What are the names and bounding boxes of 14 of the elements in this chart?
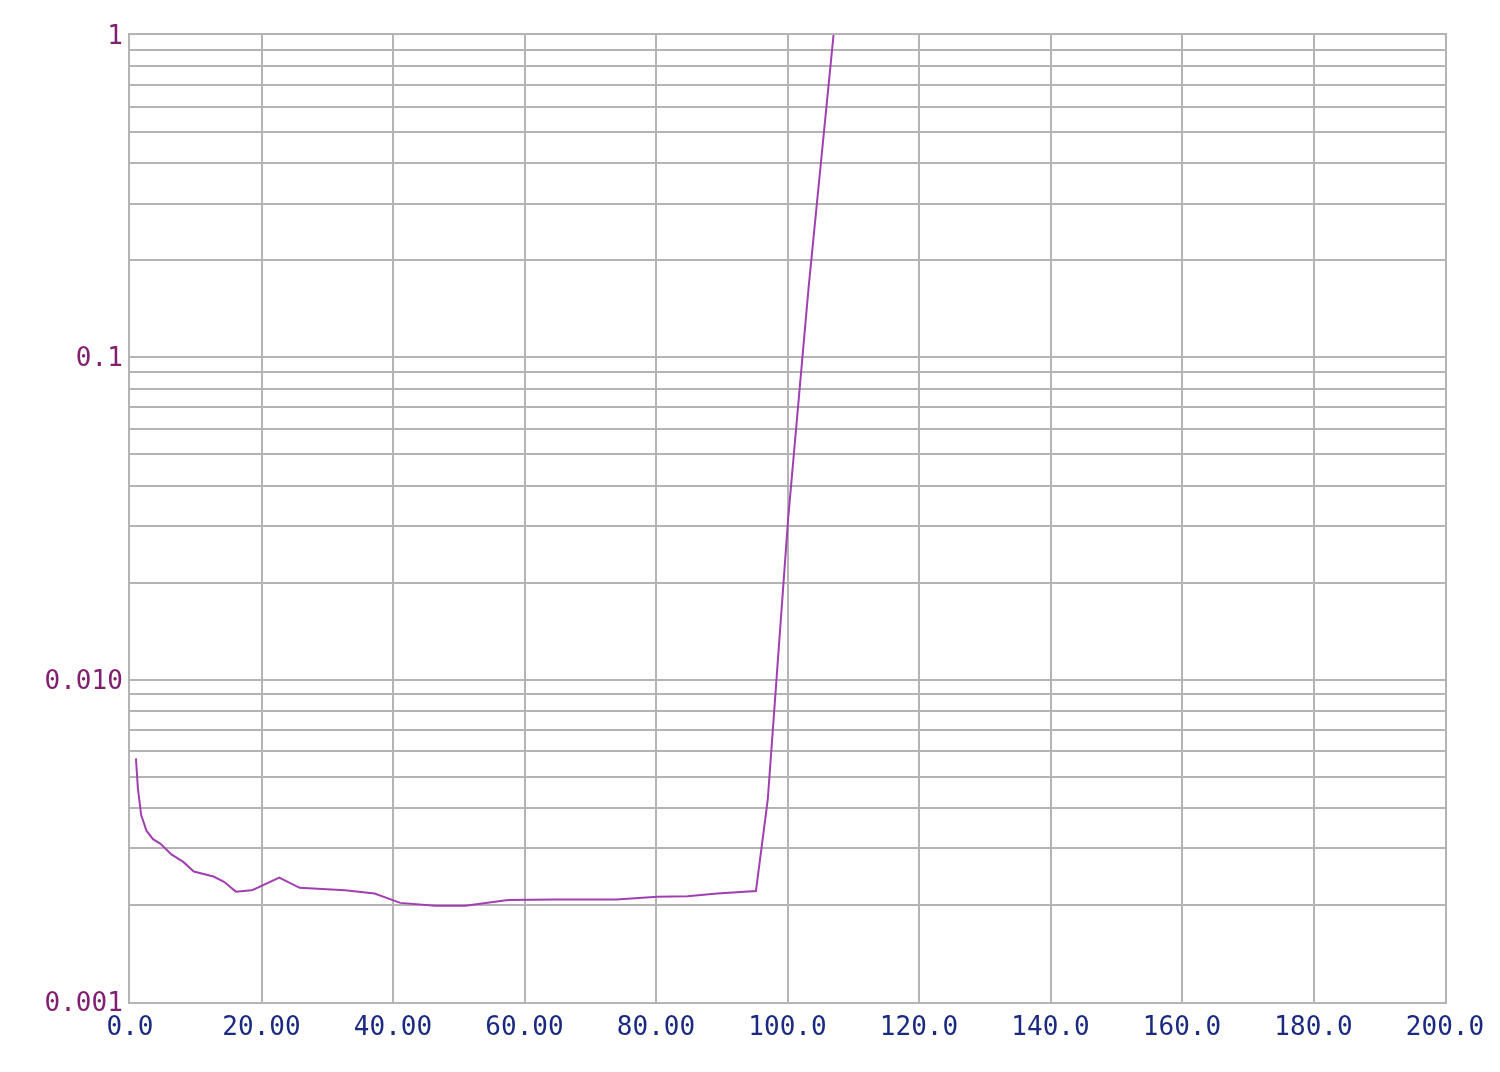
x-tick-label: 160.0: [1142, 1011, 1222, 1042]
line-series: [134, 35, 835, 907]
y-tick-label: 0.010: [44, 664, 123, 695]
x-tick-label: 120.0: [879, 1011, 959, 1042]
x-tick-label: 100.0: [748, 1011, 827, 1042]
x-tick-label: 140.0: [1011, 1011, 1090, 1042]
x-tick-label: 40.00: [353, 1011, 433, 1042]
x-tick-label: 180.0: [1274, 1011, 1353, 1042]
x-tick-label: 20.00: [222, 1011, 301, 1042]
x-tick-label: 60.00: [485, 1011, 564, 1042]
y-tick-label: 0.1: [75, 342, 123, 373]
x-tick-label: 200.0: [1405, 1011, 1485, 1042]
y-tick-label: 1: [107, 20, 123, 51]
x-tick-label: 80.00: [616, 1011, 696, 1042]
